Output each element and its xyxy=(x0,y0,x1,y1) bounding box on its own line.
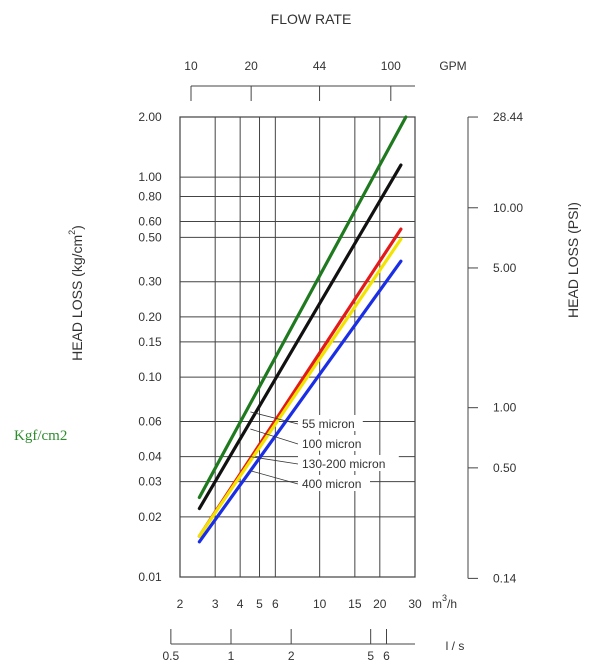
x-tick-label: 5 xyxy=(256,597,263,611)
right-tick-label: 0.14 xyxy=(493,571,517,585)
legend-label: 100 micron xyxy=(302,437,361,451)
legend-label: 55 micron xyxy=(302,417,355,431)
y-tick-label: 2.00 xyxy=(138,110,162,124)
y-tick-label: 0.20 xyxy=(138,310,162,324)
chart-axes xyxy=(170,85,478,645)
left-axis-label: HEAD LOSS (kg/cm2) xyxy=(67,225,85,361)
y-tick-label: 0.06 xyxy=(138,414,162,428)
y-tick-label: 0.60 xyxy=(138,215,162,229)
top-axis-unit: GPM xyxy=(439,59,466,73)
y-tick-label: 0.03 xyxy=(138,475,162,489)
legend-label-bg xyxy=(298,415,363,431)
x-tick-label: 15 xyxy=(348,597,362,611)
bottom-tick-label: 1 xyxy=(228,649,235,663)
top-tick-label: 20 xyxy=(244,59,258,73)
x-tick-label: 20 xyxy=(373,597,387,611)
series-line-400-micron xyxy=(197,259,403,544)
series-line-unnamed-3 xyxy=(197,237,403,538)
y-tick-label: 0.01 xyxy=(138,570,162,584)
legend-leader-line xyxy=(250,411,299,425)
right-tick-label: 1.00 xyxy=(493,401,517,415)
bottom-axis-unit: l / s xyxy=(446,639,465,653)
right-tick-label: 0.50 xyxy=(493,461,517,475)
y-tick-label: 0.15 xyxy=(138,335,162,349)
bottom-tick-label: 6 xyxy=(383,649,390,663)
x-tick-label: 6 xyxy=(272,597,279,611)
y-tick-label: 0.80 xyxy=(138,190,162,204)
legend-label-bg xyxy=(298,455,399,471)
right-tick-label: 10.00 xyxy=(493,201,523,215)
y-tick-label: 0.02 xyxy=(138,510,162,524)
legend-label: 400 micron xyxy=(302,477,361,491)
bottom-tick-label: 0.5 xyxy=(163,649,180,663)
chart-lines xyxy=(197,115,408,544)
series-line-100-micron xyxy=(197,163,403,511)
legend-leader-line xyxy=(250,428,299,445)
right-tick-label: 28.44 xyxy=(493,110,523,124)
legend-leader-line xyxy=(250,470,299,485)
chart-title: FLOW RATE xyxy=(271,11,352,27)
x-tick-label: 10 xyxy=(313,597,327,611)
legend-label-bg xyxy=(298,475,370,491)
top-tick-label: 10 xyxy=(184,59,198,73)
right-tick-label: 5.00 xyxy=(493,261,517,275)
chart-labels: 0.010.020.030.040.060.100.150.200.300.50… xyxy=(67,11,581,663)
bottom-tick-label: 5 xyxy=(367,649,374,663)
x-tick-label: 4 xyxy=(237,597,244,611)
right-axis-label: HEAD LOSS (PSI) xyxy=(565,202,581,318)
x-tick-label: 2 xyxy=(177,597,184,611)
y-tick-label: 1.00 xyxy=(138,170,162,184)
y-tick-label: 0.04 xyxy=(138,450,162,464)
x-tick-label: 30 xyxy=(408,597,422,611)
series-line-55-micron xyxy=(197,115,408,500)
y-tick-label: 0.30 xyxy=(138,275,162,289)
x-tick-label: 3 xyxy=(212,597,219,611)
x-axis-unit: m3/h xyxy=(432,593,457,611)
chart-grid xyxy=(179,116,416,578)
side-unit-note: Kgf/cm2 xyxy=(14,428,68,444)
legend-label: 130-200 micron xyxy=(302,457,385,471)
top-tick-label: 100 xyxy=(381,59,401,73)
y-tick-label: 0.50 xyxy=(138,230,162,244)
y-tick-label: 0.10 xyxy=(138,370,162,384)
top-tick-label: 44 xyxy=(313,59,327,73)
legend-label-bg xyxy=(298,435,370,451)
legend-leader-line xyxy=(250,456,299,465)
bottom-tick-label: 2 xyxy=(288,649,295,663)
